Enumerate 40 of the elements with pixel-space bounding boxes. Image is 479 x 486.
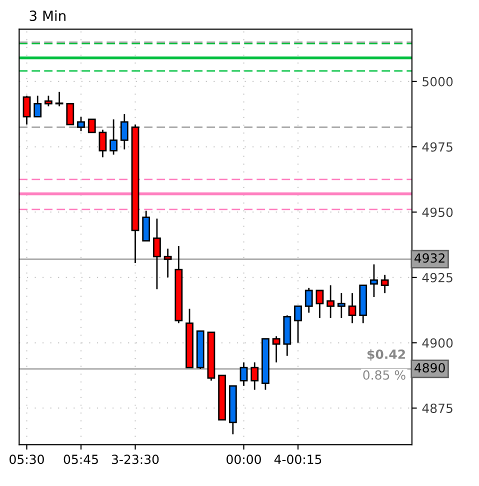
candlestick <box>66 102 74 126</box>
x-tick-label: 4-00:15 <box>274 454 322 464</box>
candlestick <box>88 118 96 134</box>
candlestick <box>34 95 42 118</box>
annotation: 0.85 % <box>363 370 406 380</box>
candlestick <box>326 284 335 319</box>
x-tick-label: 3-23:30 <box>112 454 159 464</box>
y-tick-label: 5000 <box>422 76 453 86</box>
candlestick <box>370 264 378 298</box>
y-tick-label: 4950 <box>422 208 453 218</box>
candlestick <box>294 305 302 344</box>
candlestick <box>98 129 107 158</box>
candlestick <box>272 336 280 364</box>
annotation: $0.42 <box>367 349 405 361</box>
candlestick <box>240 362 248 387</box>
candlestick <box>55 91 64 107</box>
x-tick-label: 05:45 <box>64 454 98 464</box>
candlestick <box>337 292 346 319</box>
chart-title: 3 Min <box>30 10 66 22</box>
candlestick <box>164 248 172 278</box>
x-tick-label: 05:30 <box>10 454 44 464</box>
candlestick <box>153 218 161 290</box>
ref-line-label: 4890 <box>414 363 445 373</box>
candlestick <box>348 292 356 324</box>
y-tick-label: 4925 <box>422 272 452 282</box>
candlestick <box>110 118 118 156</box>
candlestick <box>304 287 313 314</box>
candlestick <box>142 210 150 242</box>
candlestick <box>250 362 259 391</box>
ref-line-label: 4932 <box>414 253 444 263</box>
candlestick <box>316 290 324 319</box>
y-tick-label: 4875 <box>422 404 452 414</box>
candlestick <box>380 274 389 294</box>
candlestick <box>77 116 85 132</box>
candlestick <box>44 95 52 107</box>
x-tick-label: 00:00 <box>226 454 261 464</box>
candlestick <box>22 95 31 126</box>
y-tick-label: 4900 <box>422 338 453 348</box>
candlestick <box>120 113 128 150</box>
y-tick-label: 4975 <box>422 142 452 152</box>
